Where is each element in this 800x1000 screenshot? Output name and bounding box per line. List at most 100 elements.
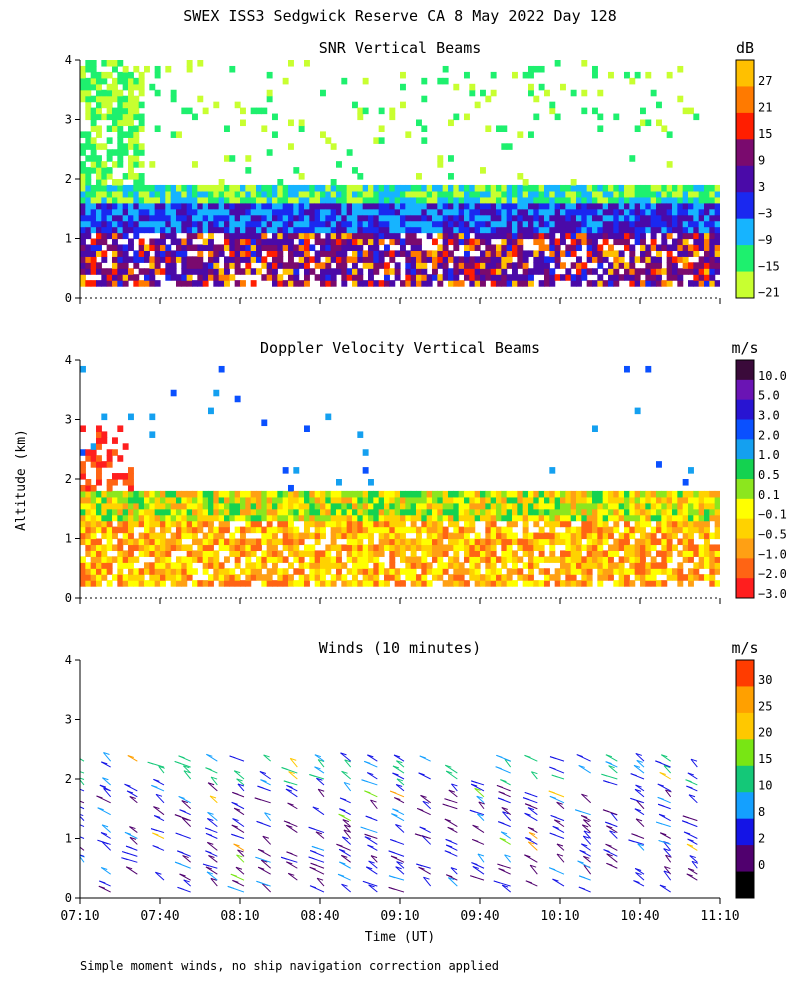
wind-barb-flag <box>500 831 508 835</box>
heatmap-cell <box>570 508 577 516</box>
heatmap-cell <box>266 89 273 97</box>
heatmap-cell <box>101 574 108 581</box>
heatmap-cell <box>202 532 209 540</box>
heatmap-cell <box>714 214 720 222</box>
heatmap-cell <box>138 202 145 210</box>
wind-barb <box>583 864 592 875</box>
heatmap-cell <box>480 196 486 204</box>
heatmap-cell <box>448 155 454 162</box>
heatmap-cell <box>330 490 337 498</box>
heatmap-cell <box>149 490 156 498</box>
heatmap-cell <box>224 196 230 204</box>
heatmap-cell <box>592 208 598 216</box>
heatmap-cell <box>144 550 150 557</box>
wind-barb-flag <box>152 845 159 849</box>
heatmap-cell <box>373 496 380 504</box>
heatmap-cell <box>277 526 284 534</box>
wind-barb <box>501 807 511 816</box>
heatmap-cell <box>293 532 300 540</box>
wind-barb-flag <box>311 845 319 849</box>
heatmap-cell <box>192 568 198 575</box>
heatmap-cell <box>442 496 449 504</box>
heatmap-cell <box>645 280 652 287</box>
heatmap-cell <box>645 574 652 581</box>
heatmap-cell <box>282 538 289 546</box>
heatmap-cell <box>688 107 694 115</box>
heatmap-cell <box>256 520 262 528</box>
heatmap-cell <box>202 568 209 575</box>
heatmap-cell <box>341 268 348 275</box>
heatmap-cell <box>405 514 412 522</box>
heatmap-cell <box>538 268 545 275</box>
wind-barb-flag <box>605 754 613 758</box>
wind-barb-flag <box>578 764 585 768</box>
heatmap-cell <box>229 250 236 257</box>
heatmap-cell <box>554 538 561 546</box>
heatmap-cell <box>202 508 209 516</box>
heatmap-cell <box>288 244 294 251</box>
heatmap-cell <box>378 502 385 510</box>
heatmap-cell <box>282 196 289 204</box>
heatmap-cell <box>704 190 710 198</box>
heatmap-cell <box>629 280 636 287</box>
wind-barb-flag <box>606 853 613 857</box>
heatmap-cell <box>421 514 428 522</box>
heatmap-cell <box>698 238 705 246</box>
heatmap-cell <box>192 184 198 192</box>
heatmap-cell <box>421 496 428 504</box>
heatmap-cell <box>682 190 689 198</box>
heatmap-cell <box>496 274 502 281</box>
heatmap-cell <box>592 65 598 73</box>
heatmap-cell <box>80 256 86 263</box>
wind-barb <box>476 813 485 822</box>
heatmap-cell <box>640 550 646 557</box>
heatmap-cell <box>421 226 428 234</box>
wind-barb <box>580 843 591 851</box>
heatmap-cell <box>149 431 156 438</box>
heatmap-cell <box>394 532 401 540</box>
heatmap-cell <box>693 520 700 528</box>
heatmap-cell <box>570 196 577 204</box>
heatmap-cell <box>624 574 630 581</box>
heatmap-cell <box>298 262 305 269</box>
heatmap-cell <box>634 407 641 415</box>
heatmap-cell <box>432 550 438 557</box>
wind-barb-flag <box>102 777 109 781</box>
wind-barb <box>528 832 538 839</box>
heatmap-cell <box>208 250 214 257</box>
heatmap-cell <box>197 496 204 504</box>
heatmap-cell <box>165 184 172 192</box>
heatmap-cell <box>80 562 86 569</box>
heatmap-cell <box>288 250 294 257</box>
wind-barb-flag <box>396 760 403 764</box>
heatmap-cell <box>144 268 150 275</box>
heatmap-cell <box>400 280 406 287</box>
heatmap-cell <box>330 244 337 251</box>
wind-barb <box>582 835 592 845</box>
heatmap-cell <box>218 208 225 216</box>
wind-barb-flag <box>581 793 588 797</box>
heatmap-cell <box>138 71 145 79</box>
heatmap-cell <box>608 556 614 563</box>
heatmap-cell <box>453 562 460 569</box>
heatmap-cell <box>613 220 620 228</box>
heatmap-cell <box>154 262 161 269</box>
heatmap-cell <box>410 208 417 216</box>
heatmap-cell <box>570 179 577 186</box>
heatmap-cell <box>229 244 236 251</box>
heatmap-cell <box>469 514 476 522</box>
heatmap-cell <box>570 250 577 257</box>
heatmap-cell <box>490 568 497 575</box>
wind-barb-flag <box>367 754 374 758</box>
heatmap-cell <box>506 190 513 198</box>
wind-barb-flag <box>445 764 452 768</box>
heatmap-cell <box>330 520 337 528</box>
heatmap-cell <box>314 250 321 257</box>
wind-barb-flag <box>444 850 451 854</box>
heatmap-cell <box>112 190 118 198</box>
heatmap-cell <box>80 467 86 474</box>
heatmap-cell <box>592 556 598 563</box>
heatmap-cell <box>405 196 412 204</box>
heatmap-cell <box>533 496 540 504</box>
heatmap-cell <box>293 568 300 575</box>
